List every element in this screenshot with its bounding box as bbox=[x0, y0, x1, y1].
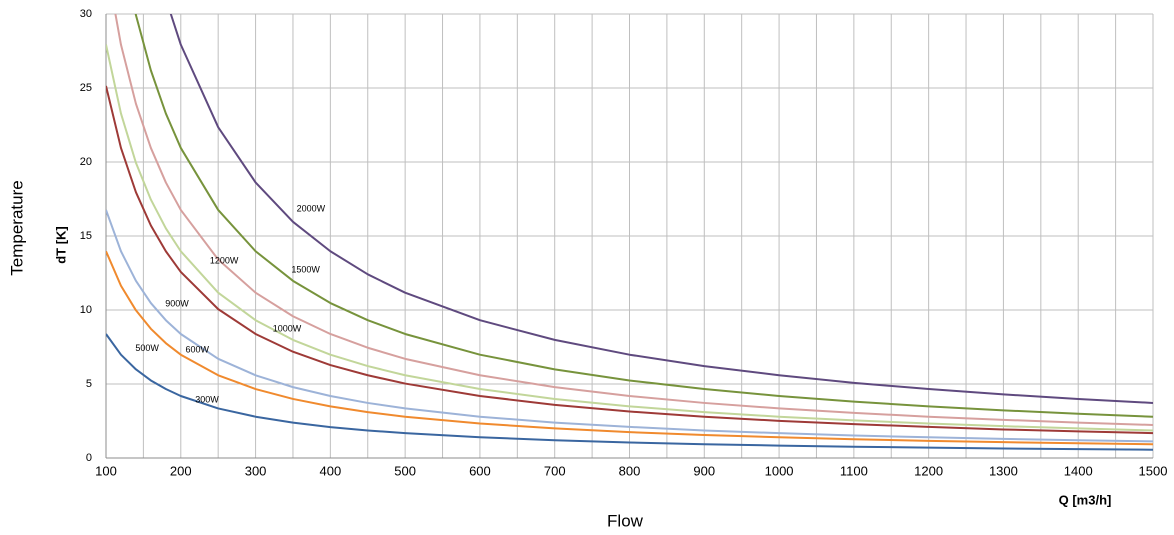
x-tick-label: 500 bbox=[394, 463, 416, 478]
series-label: 300W bbox=[195, 395, 219, 405]
y-tick-label: 10 bbox=[80, 304, 92, 316]
x-tick-label: 900 bbox=[693, 463, 715, 478]
x-tick-label: 800 bbox=[619, 463, 641, 478]
y-tick-label: 5 bbox=[86, 378, 92, 390]
x-title: Flow bbox=[607, 511, 644, 530]
series-line bbox=[114, 14, 1153, 426]
series-line bbox=[134, 14, 1153, 418]
x-tick-label: 400 bbox=[320, 463, 342, 478]
x-tick-label: 1000 bbox=[765, 463, 794, 478]
series-label: 1000W bbox=[273, 324, 302, 334]
series-line bbox=[106, 250, 1153, 446]
x-tick-label: 600 bbox=[469, 463, 491, 478]
series-label: 2000W bbox=[297, 204, 326, 214]
y-tick-label: 20 bbox=[80, 156, 92, 168]
x-tick-label: 1300 bbox=[989, 463, 1018, 478]
series-label: 1500W bbox=[291, 264, 320, 274]
series-line bbox=[106, 333, 1153, 451]
series-label: 500W bbox=[135, 343, 159, 353]
y-tick-label: 0 bbox=[86, 452, 92, 464]
x-tick-label: 1500 bbox=[1139, 463, 1168, 478]
y-tick-label: 25 bbox=[80, 82, 92, 94]
series-label: 1200W bbox=[210, 256, 239, 266]
y-label: dT [K] bbox=[53, 226, 68, 264]
x-tick-label: 1400 bbox=[1064, 463, 1093, 478]
x-tick-label: 700 bbox=[544, 463, 566, 478]
x-tick-label: 1100 bbox=[840, 463, 868, 478]
y-title: Temperature bbox=[7, 180, 26, 275]
x-tick-label: 200 bbox=[170, 463, 192, 478]
series-label: 600W bbox=[185, 344, 209, 354]
lines bbox=[106, 14, 1153, 451]
y-tick-label: 30 bbox=[80, 8, 92, 20]
y-tick-label: 15 bbox=[80, 230, 92, 242]
series-line bbox=[106, 85, 1153, 435]
x-label: Q [m3/h] bbox=[1059, 492, 1112, 507]
series-line bbox=[106, 209, 1153, 443]
series-line bbox=[106, 44, 1153, 432]
series-line bbox=[169, 14, 1153, 404]
x-tick-label: 100 bbox=[95, 463, 117, 478]
x-tick-label: 1200 bbox=[914, 463, 943, 478]
x-tick-label: 300 bbox=[245, 463, 267, 478]
series-label: 900W bbox=[165, 298, 189, 308]
